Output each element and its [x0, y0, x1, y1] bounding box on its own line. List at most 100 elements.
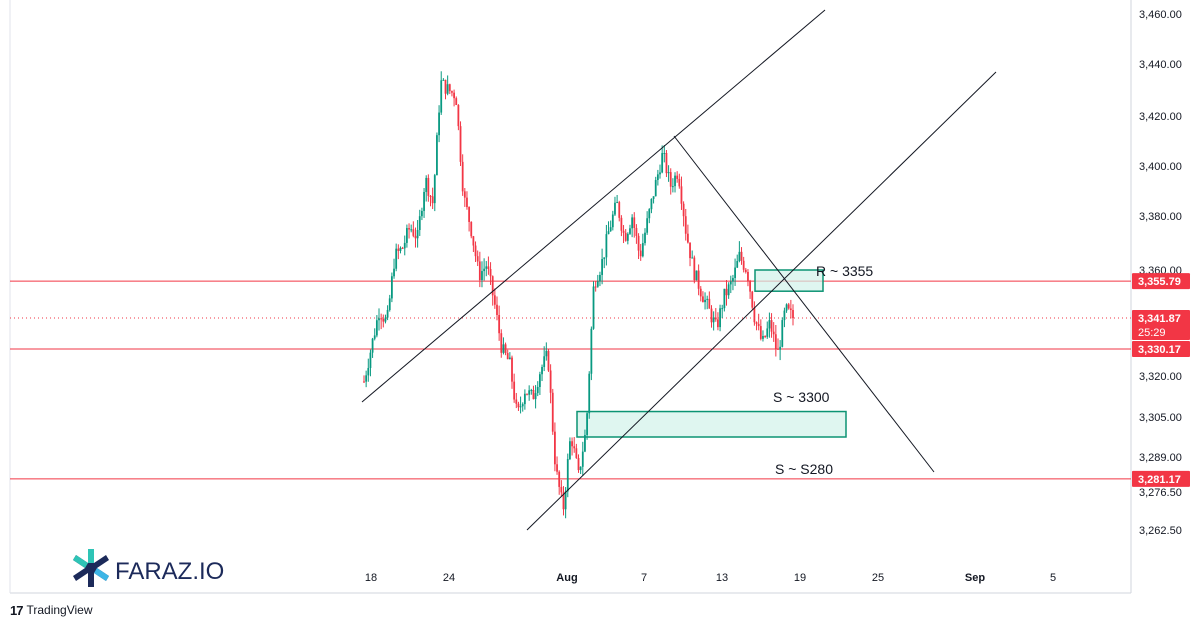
candle-body [371, 338, 374, 353]
candle-body [547, 350, 550, 371]
candle-body [521, 404, 524, 407]
candle-body [534, 393, 537, 400]
candle-body [523, 393, 526, 405]
candle-body [714, 317, 717, 320]
candle-body [375, 320, 378, 336]
candle-body [541, 367, 543, 375]
candle-body [725, 288, 728, 296]
candle-body [727, 284, 730, 296]
candle-body [388, 298, 391, 310]
tradingview-logo-icon: 17 [10, 602, 24, 618]
x-tick-label: 13 [716, 572, 728, 584]
x-tick-label: 18 [365, 572, 377, 584]
candle-body [569, 441, 571, 460]
y-tick-label: 3,460.00 [1139, 9, 1182, 21]
candle-body [789, 308, 792, 310]
candle-body [429, 195, 432, 197]
footer-attribution[interactable]: 17 TradingView [10, 602, 93, 618]
y-tick-label: 3,380.00 [1139, 211, 1182, 223]
candle-body [665, 153, 668, 174]
candle-body [406, 228, 408, 243]
candle-body [472, 236, 475, 246]
candle-body [421, 210, 423, 217]
candle-body [390, 276, 393, 299]
candle-body [438, 112, 440, 136]
price-badge [1132, 310, 1190, 341]
candles [363, 71, 794, 519]
candle-body [367, 367, 370, 376]
candle-body [496, 304, 498, 315]
y-tick-label: 3,400.00 [1139, 161, 1182, 173]
candle-body [412, 229, 415, 236]
y-tick-label: 3,420.00 [1139, 111, 1182, 123]
price-badge-label: 3,341.87 [1138, 313, 1181, 325]
candle-body [459, 126, 462, 162]
x-tick-label: 19 [794, 572, 806, 584]
candle-body [554, 431, 556, 465]
candle-body [770, 320, 773, 332]
x-tick-label: 7 [641, 572, 647, 584]
candle-body [577, 457, 580, 471]
candle-body [671, 186, 674, 188]
support-annotation-3280: S ~ S280 [775, 461, 833, 477]
candle-body [676, 175, 679, 179]
candle-body [498, 314, 501, 334]
candle-body [431, 196, 434, 204]
candle-body [508, 357, 511, 360]
y-tick-label: 3,440.00 [1139, 59, 1182, 71]
candle-body [596, 281, 599, 287]
price-badge-label: 3,355.79 [1138, 276, 1181, 288]
candle-body [506, 353, 509, 360]
zones [576, 269, 847, 438]
upper-channel-line [361, 9, 826, 403]
candle-body [777, 348, 779, 350]
candle-body [543, 356, 546, 368]
candle-body [783, 310, 786, 321]
y-tick-label: 3,289.00 [1139, 452, 1182, 464]
y-tick-label: 3,276.50 [1139, 487, 1182, 499]
zone-box-resistance [754, 269, 824, 292]
candle-body [629, 228, 631, 234]
candle-body [624, 232, 627, 241]
candle-body [545, 350, 548, 357]
candle-body [382, 318, 385, 322]
candle-body [654, 180, 657, 197]
candle-body [470, 221, 473, 237]
candle-body [766, 328, 769, 337]
x-tick-label: 5 [1050, 572, 1056, 584]
candle-body [749, 281, 751, 292]
candle-body [594, 286, 597, 288]
candle-body [689, 242, 691, 259]
candle-body [380, 318, 383, 320]
candle-body [575, 448, 578, 458]
candle-body [401, 247, 404, 249]
candle-body [599, 274, 601, 282]
candle-body [740, 251, 743, 261]
annotations: R ~ 3355 S ~ 3300 S ~ S280 [773, 263, 873, 477]
candle-body [511, 357, 513, 382]
candle-body [463, 191, 466, 198]
candle-body [779, 346, 782, 350]
candle-body [706, 298, 709, 300]
candle-body [423, 191, 425, 211]
candle-body [738, 251, 741, 262]
y-tick-label: 3,320.00 [1139, 371, 1182, 383]
candle-body [755, 322, 758, 324]
candle-body [515, 399, 518, 404]
candle-body [560, 486, 563, 493]
candle-body [363, 381, 365, 383]
candle-body [661, 153, 664, 173]
candle-body [669, 172, 672, 187]
candle-body [631, 217, 634, 229]
x-tick-label: Aug [556, 572, 577, 584]
candle-body [586, 413, 588, 435]
candle-body [579, 466, 582, 471]
horizontal-levels [10, 280, 1131, 480]
candle-body [564, 491, 567, 510]
candle-body [403, 242, 406, 249]
candle-body [644, 232, 646, 244]
candle-body [386, 309, 389, 318]
candle-body [393, 268, 395, 277]
price-badge-countdown: 25:29 [1138, 327, 1166, 339]
